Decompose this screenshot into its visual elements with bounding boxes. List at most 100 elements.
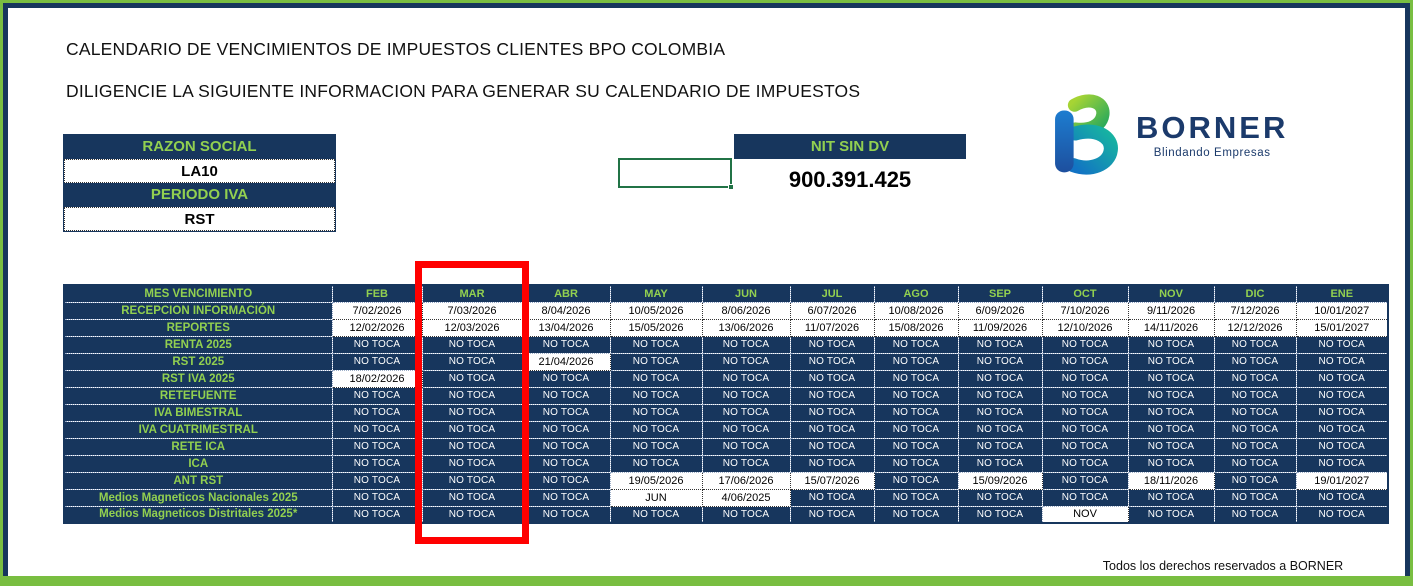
calendar-cell-oct-row9[interactable]: NO TOCA [1041, 454, 1129, 473]
calendar-cell-jun-row1[interactable]: 13/06/2026 [701, 318, 791, 337]
calendar-cell-dic-row6[interactable]: NO TOCA [1213, 403, 1297, 422]
active-cell-selection[interactable] [618, 158, 734, 190]
calendar-cell-mar-row3[interactable]: NO TOCA [421, 352, 523, 371]
calendar-cell-sep-row12[interactable]: NO TOCA [957, 505, 1043, 524]
row-label-cell[interactable]: ICA [63, 454, 333, 473]
row-label-cell[interactable]: RETE ICA [63, 437, 333, 456]
calendar-cell-sep-row8[interactable]: NO TOCA [957, 437, 1043, 456]
calendar-cell-feb-row12[interactable]: NO TOCA [331, 505, 423, 524]
calendar-cell-mar-row4[interactable]: NO TOCA [421, 369, 523, 388]
periodo-iva-value-cell[interactable]: RST [64, 207, 335, 231]
calendar-cell-nov-row7[interactable]: NO TOCA [1127, 420, 1215, 439]
calendar-cell-dic-row8[interactable]: NO TOCA [1213, 437, 1297, 456]
calendar-cell-abr-row7[interactable]: NO TOCA [521, 420, 611, 439]
calendar-cell-abr-row6[interactable]: NO TOCA [521, 403, 611, 422]
calendar-cell-ene-row8[interactable]: NO TOCA [1295, 437, 1389, 456]
calendar-cell-dic-row0[interactable]: 7/12/2026 [1213, 301, 1297, 320]
calendar-cell-jun-row12[interactable]: NO TOCA [701, 505, 791, 524]
month-header-jun[interactable]: JUN [701, 284, 791, 303]
calendar-cell-mar-row12[interactable]: NO TOCA [421, 505, 523, 524]
calendar-cell-feb-row10[interactable]: NO TOCA [331, 471, 423, 490]
calendar-cell-ene-row4[interactable]: NO TOCA [1295, 369, 1389, 388]
calendar-cell-ene-row10[interactable]: 19/01/2027 [1295, 471, 1389, 490]
month-header-abr[interactable]: ABR [521, 284, 611, 303]
calendar-cell-abr-row12[interactable]: NO TOCA [521, 505, 611, 524]
calendar-cell-nov-row5[interactable]: NO TOCA [1127, 386, 1215, 405]
calendar-cell-abr-row8[interactable]: NO TOCA [521, 437, 611, 456]
row-label-cell[interactable]: Medios Magneticos Distritales 2025* [63, 505, 333, 524]
calendar-cell-ene-row5[interactable]: NO TOCA [1295, 386, 1389, 405]
calendar-cell-abr-row2[interactable]: NO TOCA [521, 335, 611, 354]
month-header-dic[interactable]: DIC [1213, 284, 1297, 303]
calendar-cell-feb-row11[interactable]: NO TOCA [331, 488, 423, 507]
calendar-cell-sep-row4[interactable]: NO TOCA [957, 369, 1043, 388]
calendar-cell-dic-row7[interactable]: NO TOCA [1213, 420, 1297, 439]
calendar-cell-oct-row11[interactable]: NO TOCA [1041, 488, 1129, 507]
calendar-cell-abr-row10[interactable]: NO TOCA [521, 471, 611, 490]
calendar-cell-may-row6[interactable]: NO TOCA [609, 403, 703, 422]
calendar-cell-oct-row0[interactable]: 7/10/2026 [1041, 301, 1129, 320]
calendar-cell-nov-row6[interactable]: NO TOCA [1127, 403, 1215, 422]
calendar-cell-nov-row11[interactable]: NO TOCA [1127, 488, 1215, 507]
calendar-cell-ago-row11[interactable]: NO TOCA [873, 488, 959, 507]
calendar-cell-mar-row9[interactable]: NO TOCA [421, 454, 523, 473]
calendar-cell-oct-row7[interactable]: NO TOCA [1041, 420, 1129, 439]
calendar-cell-oct-row2[interactable]: NO TOCA [1041, 335, 1129, 354]
calendar-cell-dic-row12[interactable]: NO TOCA [1213, 505, 1297, 524]
calendar-cell-dic-row10[interactable]: NO TOCA [1213, 471, 1297, 490]
mes-vencimiento-header-cell[interactable]: MES VENCIMIENTO [63, 284, 333, 303]
calendar-cell-jun-row2[interactable]: NO TOCA [701, 335, 791, 354]
calendar-cell-feb-row0[interactable]: 7/02/2026 [331, 301, 423, 320]
calendar-cell-jun-row7[interactable]: NO TOCA [701, 420, 791, 439]
calendar-cell-dic-row1[interactable]: 12/12/2026 [1213, 318, 1297, 337]
calendar-cell-may-row12[interactable]: NO TOCA [609, 505, 703, 524]
calendar-cell-oct-row1[interactable]: 12/10/2026 [1041, 318, 1129, 337]
row-label-cell[interactable]: RST IVA 2025 [63, 369, 333, 388]
calendar-cell-ene-row3[interactable]: NO TOCA [1295, 352, 1389, 371]
calendar-cell-may-row1[interactable]: 15/05/2026 [609, 318, 703, 337]
calendar-cell-sep-row5[interactable]: NO TOCA [957, 386, 1043, 405]
calendar-cell-oct-row3[interactable]: NO TOCA [1041, 352, 1129, 371]
nit-value-cell[interactable]: 900.391.425 [788, 167, 912, 192]
calendar-cell-feb-row8[interactable]: NO TOCA [331, 437, 423, 456]
calendar-cell-jul-row11[interactable]: NO TOCA [789, 488, 875, 507]
row-label-cell[interactable]: RST 2025 [63, 352, 333, 371]
calendar-cell-sep-row3[interactable]: NO TOCA [957, 352, 1043, 371]
calendar-cell-nov-row9[interactable]: NO TOCA [1127, 454, 1215, 473]
calendar-cell-mar-row6[interactable]: NO TOCA [421, 403, 523, 422]
calendar-cell-may-row7[interactable]: NO TOCA [609, 420, 703, 439]
calendar-cell-ene-row0[interactable]: 10/01/2027 [1295, 301, 1389, 320]
row-label-cell[interactable]: RETEFUENTE [63, 386, 333, 405]
calendar-cell-jun-row8[interactable]: NO TOCA [701, 437, 791, 456]
calendar-cell-feb-row6[interactable]: NO TOCA [331, 403, 423, 422]
calendar-cell-jul-row8[interactable]: NO TOCA [789, 437, 875, 456]
calendar-cell-abr-row11[interactable]: NO TOCA [521, 488, 611, 507]
calendar-cell-sep-row0[interactable]: 6/09/2026 [957, 301, 1043, 320]
calendar-cell-mar-row2[interactable]: NO TOCA [421, 335, 523, 354]
calendar-cell-mar-row7[interactable]: NO TOCA [421, 420, 523, 439]
calendar-cell-ago-row3[interactable]: NO TOCA [873, 352, 959, 371]
calendar-cell-feb-row3[interactable]: NO TOCA [331, 352, 423, 371]
calendar-cell-abr-row9[interactable]: NO TOCA [521, 454, 611, 473]
calendar-cell-jul-row0[interactable]: 6/07/2026 [789, 301, 875, 320]
calendar-cell-oct-row8[interactable]: NO TOCA [1041, 437, 1129, 456]
month-header-oct[interactable]: OCT [1041, 284, 1129, 303]
calendar-cell-dic-row11[interactable]: NO TOCA [1213, 488, 1297, 507]
calendar-cell-ago-row0[interactable]: 10/08/2026 [873, 301, 959, 320]
calendar-cell-oct-row6[interactable]: NO TOCA [1041, 403, 1129, 422]
calendar-cell-oct-row10[interactable]: NO TOCA [1041, 471, 1129, 490]
row-label-cell[interactable]: ANT RST [63, 471, 333, 490]
month-header-may[interactable]: MAY [609, 284, 703, 303]
calendar-cell-ago-row8[interactable]: NO TOCA [873, 437, 959, 456]
calendar-cell-ene-row9[interactable]: NO TOCA [1295, 454, 1389, 473]
calendar-cell-ene-row2[interactable]: NO TOCA [1295, 335, 1389, 354]
calendar-cell-nov-row10[interactable]: 18/11/2026 [1127, 471, 1215, 490]
calendar-cell-may-row0[interactable]: 10/05/2026 [609, 301, 703, 320]
calendar-cell-ago-row12[interactable]: NO TOCA [873, 505, 959, 524]
calendar-cell-dic-row5[interactable]: NO TOCA [1213, 386, 1297, 405]
row-label-cell[interactable]: REPORTES [63, 318, 333, 337]
calendar-cell-sep-row9[interactable]: NO TOCA [957, 454, 1043, 473]
calendar-cell-may-row4[interactable]: NO TOCA [609, 369, 703, 388]
calendar-cell-sep-row7[interactable]: NO TOCA [957, 420, 1043, 439]
calendar-cell-may-row8[interactable]: NO TOCA [609, 437, 703, 456]
